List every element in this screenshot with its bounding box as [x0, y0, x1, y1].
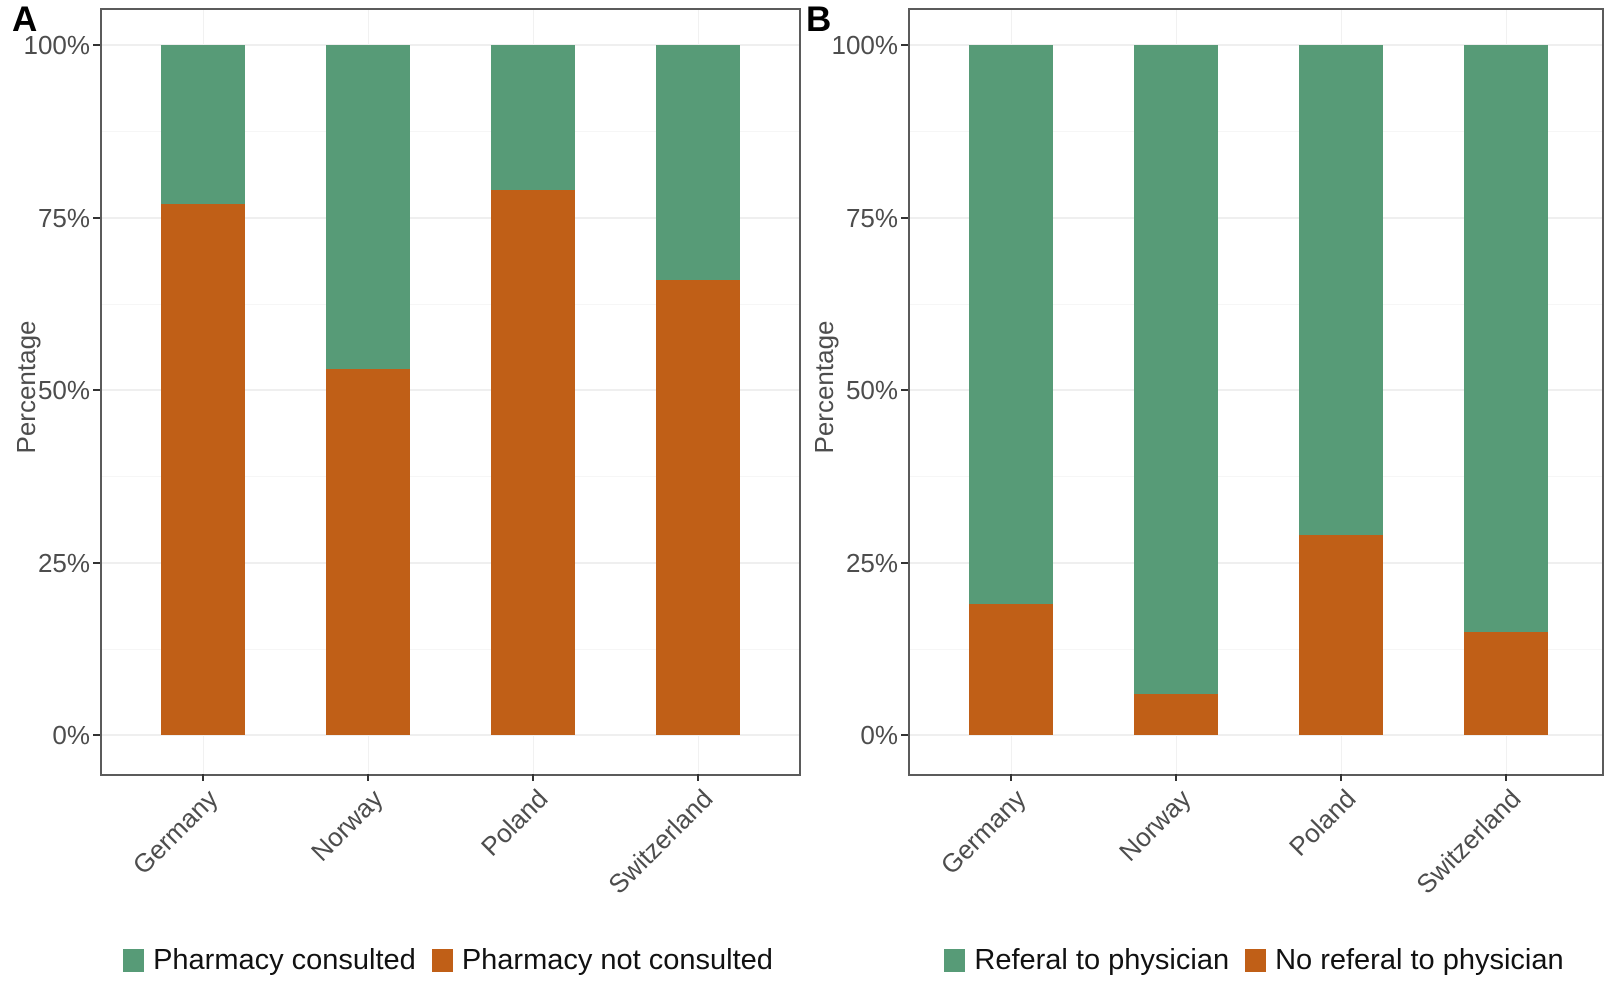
y-axis-tick: [93, 389, 100, 391]
x-axis-tick: [367, 774, 369, 781]
y-axis-tick: [93, 216, 100, 219]
y-axis-tick: [901, 389, 908, 391]
gridline-minor: [910, 131, 1602, 133]
x-axis-tick: [1010, 774, 1012, 781]
gridline-major: [910, 734, 1602, 736]
legend-swatch: [944, 948, 966, 972]
legend-item: Pharmacy consulted: [123, 944, 416, 977]
legend-swatch: [123, 948, 145, 972]
y-axis-tick-label: 100%: [831, 30, 899, 60]
bar-segment-pharmacy-consulted: [656, 45, 740, 280]
bar-segment-no-referal-to-physician: [1299, 534, 1383, 735]
legend-swatch: [1245, 948, 1267, 972]
y-axis-tick-label: 75%: [845, 202, 898, 233]
y-axis-tick: [93, 734, 100, 736]
gridline-major: [102, 561, 799, 564]
bar-segment-referal-to-physician: [1134, 45, 1218, 694]
y-axis-tick-label: 25%: [37, 547, 90, 578]
x-axis-tick-label: Switzerland: [602, 783, 719, 900]
bar-segment-pharmacy-not-consulted: [491, 189, 575, 735]
y-axis-tick-label: 75%: [37, 202, 90, 233]
x-axis-tick: [1505, 774, 1507, 781]
x-axis-tick-label: Poland: [1283, 783, 1362, 862]
panel-b-letter: B: [806, 0, 832, 39]
gridline-major: [102, 734, 799, 736]
y-axis-tick-label: 25%: [845, 547, 898, 578]
panel-a-plot-area: 0% 25% 50% 75% 100% Germany Norway Poland Switze…: [24, 8, 801, 900]
x-axis-tick: [1175, 774, 1177, 781]
x-axis-tick: [1340, 774, 1342, 781]
legend-label: No referal to physician: [1275, 943, 1564, 976]
legend-label: Pharmacy not consulted: [461, 943, 773, 976]
bar-segment-referal-to-physician: [1299, 45, 1383, 535]
gridline-major: [102, 216, 799, 219]
gridline-minor: [102, 648, 799, 650]
bar-segment-pharmacy-consulted: [491, 45, 575, 190]
bar-segment-pharmacy-consulted: [326, 45, 410, 370]
panel-b-legend: Referal to physician No referal to physic…: [846, 938, 1606, 982]
legend-swatch: [431, 948, 453, 972]
y-axis-tick: [901, 216, 908, 219]
gridline-minor: [102, 476, 799, 478]
panel-a-legend: Pharmacy consulted Pharmacy not consulted: [40, 938, 856, 982]
x-axis-tick: [697, 774, 699, 781]
bar-segment-pharmacy-not-consulted: [326, 369, 410, 735]
legend-label: Referal to physician: [974, 943, 1230, 976]
gridline-minor: [910, 303, 1602, 305]
legend-item: No referal to physician: [1245, 944, 1564, 977]
x-axis-tick: [532, 774, 534, 781]
gridline-major: [910, 44, 1602, 46]
gridline-major: [910, 216, 1602, 219]
y-axis-tick: [93, 44, 100, 46]
gridline-major: [102, 44, 799, 46]
y-axis-tick-label: 50%: [37, 375, 90, 405]
bar-segment-pharmacy-not-consulted: [656, 279, 740, 735]
bar-segment-no-referal-to-physician: [1464, 631, 1548, 735]
y-axis-tick: [901, 44, 908, 46]
panel-b-plot-area: 0% 25% 50% 75% 100% Germany Norway Poland Switze…: [832, 8, 1604, 900]
gridline-major: [910, 561, 1602, 564]
x-axis-tick: [202, 774, 204, 781]
gridline-minor: [910, 648, 1602, 650]
gridline-minor: [910, 476, 1602, 478]
gridline-major: [102, 389, 799, 391]
x-axis-tick-label: Germany: [934, 783, 1032, 881]
x-axis-tick-label: Poland: [475, 783, 554, 862]
y-axis-tick-label: 100%: [23, 30, 91, 60]
bar-segment-referal-to-physician: [969, 45, 1053, 604]
y-axis-tick-label: 0%: [52, 720, 90, 750]
x-axis-tick-label: Norway: [304, 783, 389, 867]
legend-item: Referal to physician: [944, 944, 1229, 977]
bar-segment-no-referal-to-physician: [1134, 693, 1218, 735]
x-axis-tick-label: Switzerland: [1410, 783, 1527, 900]
gridline-minor: [102, 303, 799, 305]
x-axis-tick-label: Germany: [126, 783, 224, 881]
bar-segment-referal-to-physician: [1464, 45, 1548, 632]
gridline-major: [910, 389, 1602, 391]
legend-label: Pharmacy consulted: [153, 943, 416, 976]
y-axis-tick: [93, 561, 100, 564]
bar-segment-pharmacy-not-consulted: [161, 203, 245, 735]
y-axis-tick: [901, 734, 908, 736]
panel-a-letter: A: [12, 0, 38, 39]
bar-segment-no-referal-to-physician: [969, 603, 1053, 735]
legend-item: Pharmacy not consulted: [431, 943, 773, 977]
gridline-minor: [102, 131, 799, 133]
y-axis-tick-label: 50%: [845, 375, 898, 405]
y-axis-tick: [901, 561, 908, 564]
y-axis-tick-label: 0%: [860, 720, 898, 750]
x-axis-tick-label: Norway: [1112, 783, 1197, 867]
bar-segment-pharmacy-consulted: [161, 45, 245, 204]
